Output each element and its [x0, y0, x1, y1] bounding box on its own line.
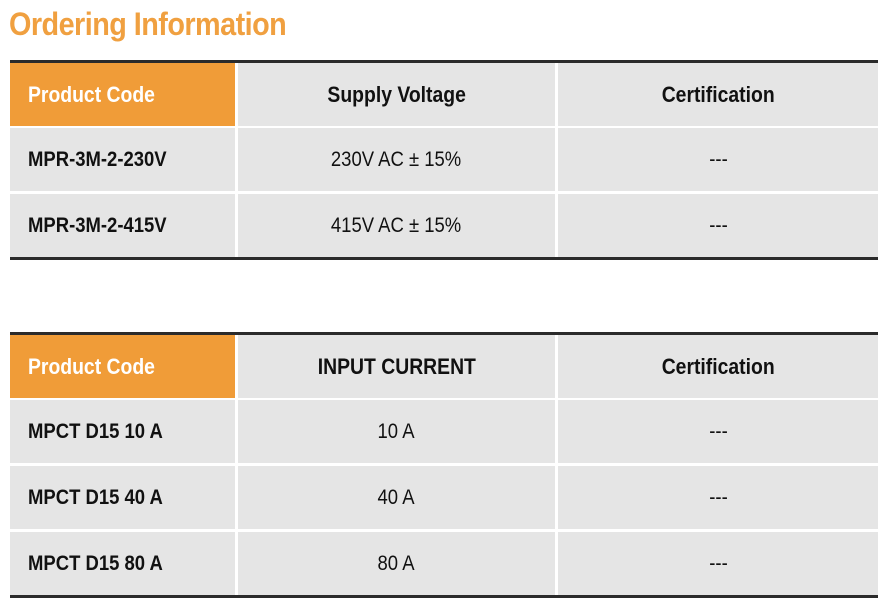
- product-code-cell: MPCT D15 10 A: [10, 400, 235, 466]
- certification-cell: ---: [555, 400, 878, 466]
- product-code-cell: MPCT D15 40 A: [10, 466, 235, 532]
- product-code-cell: MPR-3M-2-230V: [10, 128, 235, 194]
- column-header-certification: Certification: [555, 63, 878, 128]
- input-current-cell: 40 A: [235, 466, 555, 532]
- table-row: MPR-3M-2-415V 415V AC ± 15% ---: [10, 194, 878, 257]
- table-row: MPCT D15 40 A 40 A ---: [10, 466, 878, 532]
- table-header-row: Product Code INPUT CURRENT Certification: [10, 335, 878, 400]
- column-header-product-code: Product Code: [10, 335, 235, 400]
- certification-cell: ---: [555, 128, 878, 194]
- supply-voltage-cell: 415V AC ± 15%: [235, 194, 555, 257]
- ordering-table-input-current: Product Code INPUT CURRENT Certification…: [10, 332, 878, 598]
- table-row: MPCT D15 10 A 10 A ---: [10, 400, 878, 466]
- supply-voltage-cell: 230V AC ± 15%: [235, 128, 555, 194]
- table-row: MPCT D15 80 A 80 A ---: [10, 532, 878, 595]
- page-title: Ordering Information: [9, 6, 287, 42]
- ordering-table-supply-voltage: Product Code Supply Voltage Certificatio…: [10, 60, 878, 260]
- table-header-row: Product Code Supply Voltage Certificatio…: [10, 63, 878, 128]
- input-current-cell: 80 A: [235, 532, 555, 595]
- table-row: MPR-3M-2-230V 230V AC ± 15% ---: [10, 128, 878, 194]
- column-header-supply-voltage: Supply Voltage: [235, 63, 555, 128]
- certification-cell: ---: [555, 194, 878, 257]
- column-header-certification: Certification: [555, 335, 878, 400]
- input-current-cell: 10 A: [235, 400, 555, 466]
- column-header-input-current: INPUT CURRENT: [235, 335, 555, 400]
- certification-cell: ---: [555, 532, 878, 595]
- product-code-cell: MPCT D15 80 A: [10, 532, 235, 595]
- certification-cell: ---: [555, 466, 878, 532]
- column-header-product-code: Product Code: [10, 63, 235, 128]
- product-code-cell: MPR-3M-2-415V: [10, 194, 235, 257]
